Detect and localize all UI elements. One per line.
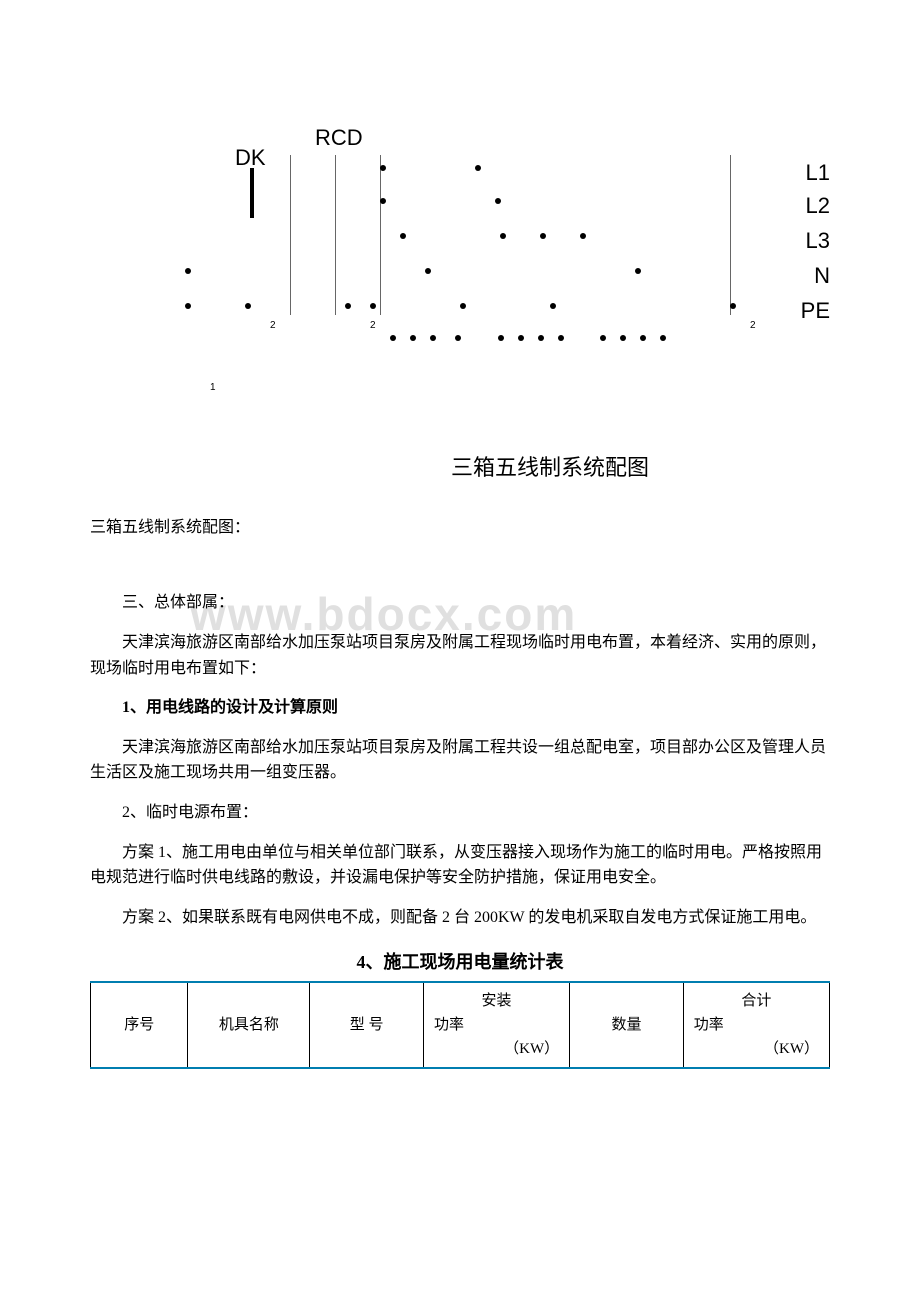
anno-2-c: 2: [750, 318, 756, 334]
section-3-heading: 三、总体部属：: [90, 590, 830, 616]
rcd-label: RCD: [315, 120, 363, 155]
dot: [345, 303, 351, 309]
dot: [380, 198, 386, 204]
table-row: 序号 机具名称 型 号 安装 功率 （KW） 数量 合计 功率 （KW）: [91, 982, 830, 1068]
th-install-power: 安装 功率 （KW）: [423, 982, 569, 1068]
th-model: 型 号: [310, 982, 424, 1068]
dot: [455, 335, 461, 341]
th-total-power: 合计 功率 （KW）: [683, 982, 829, 1068]
dot: [425, 268, 431, 274]
anno-2-a: 2: [270, 318, 276, 334]
dot: [400, 233, 406, 239]
sub-2-para-2: 方案 2、如果联系既有电网供电不成，则配备 2 台 200KW 的发电机采取自发…: [90, 905, 830, 931]
line-l3-label: L3: [806, 223, 830, 258]
watermark-wrap: www.bdocx.com 三、总体部属： 天津滨海旅游区南部给水加压泵站项目泵…: [90, 590, 830, 681]
sub-2-heading: 2、临时电源布置：: [90, 800, 830, 826]
dot: [558, 335, 564, 341]
th-qty: 数量: [570, 982, 684, 1068]
diagram-title: 三箱五线制系统配图: [270, 450, 830, 485]
th-total-l1: 合计: [694, 989, 819, 1013]
dot: [370, 303, 376, 309]
dk-bar: [250, 168, 254, 218]
dot: [498, 335, 504, 341]
dot: [635, 268, 641, 274]
dot: [600, 335, 606, 341]
dot: [500, 233, 506, 239]
dot: [475, 165, 481, 171]
diagram-caption: 三箱五线制系统配图：: [90, 515, 830, 541]
dot: [660, 335, 666, 341]
sub-1-para: 天津滨海旅游区南部给水加压泵站项目泵房及附属工程共设一组总配电室，项目部办公区及…: [90, 735, 830, 786]
dot: [540, 233, 546, 239]
vline-1: [290, 155, 291, 315]
dot: [495, 198, 501, 204]
dot: [380, 165, 386, 171]
section-3-para: 天津滨海旅游区南部给水加压泵站项目泵房及附属工程现场临时用电布置，本着经济、实用…: [90, 630, 830, 681]
dot: [390, 335, 396, 341]
dot: [580, 233, 586, 239]
vline-4: [730, 155, 731, 315]
dot: [410, 335, 416, 341]
dot: [185, 268, 191, 274]
th-total-l3: （KW）: [694, 1037, 819, 1061]
vline-3: [380, 155, 381, 315]
anno-1: 1: [210, 380, 216, 396]
power-stats-table: 序号 机具名称 型 号 安装 功率 （KW） 数量 合计 功率 （KW）: [90, 981, 830, 1069]
dot: [550, 303, 556, 309]
dot: [620, 335, 626, 341]
wiring-diagram: DK RCD L1 L2 L3 N PE: [90, 100, 830, 420]
dot: [430, 335, 436, 341]
th-install-l3: （KW）: [434, 1037, 559, 1061]
dot: [460, 303, 466, 309]
page: DK RCD L1 L2 L3 N PE: [90, 100, 830, 1069]
dot: [245, 303, 251, 309]
th-install-l1: 安装: [434, 989, 559, 1013]
table-title: 4、施工现场用电量统计表: [90, 948, 830, 977]
line-l2-label: L2: [806, 188, 830, 223]
dot: [538, 335, 544, 341]
sub-1-heading: 1、用电线路的设计及计算原则: [90, 695, 830, 721]
th-name: 机具名称: [188, 982, 310, 1068]
th-seq: 序号: [91, 982, 188, 1068]
dot: [640, 335, 646, 341]
line-pe-label: PE: [801, 293, 830, 328]
th-install-l2: 功率: [434, 1013, 559, 1037]
sub-2-para-1: 方案 1、施工用电由单位与相关单位部门联系，从变压器接入现场作为施工的临时用电。…: [90, 840, 830, 891]
line-l1-label: L1: [806, 155, 830, 190]
dot: [730, 303, 736, 309]
anno-2-b: 2: [370, 318, 376, 334]
dot: [518, 335, 524, 341]
line-n-label: N: [814, 258, 830, 293]
vline-2: [335, 155, 336, 315]
th-total-l2: 功率: [694, 1013, 819, 1037]
dot: [185, 303, 191, 309]
